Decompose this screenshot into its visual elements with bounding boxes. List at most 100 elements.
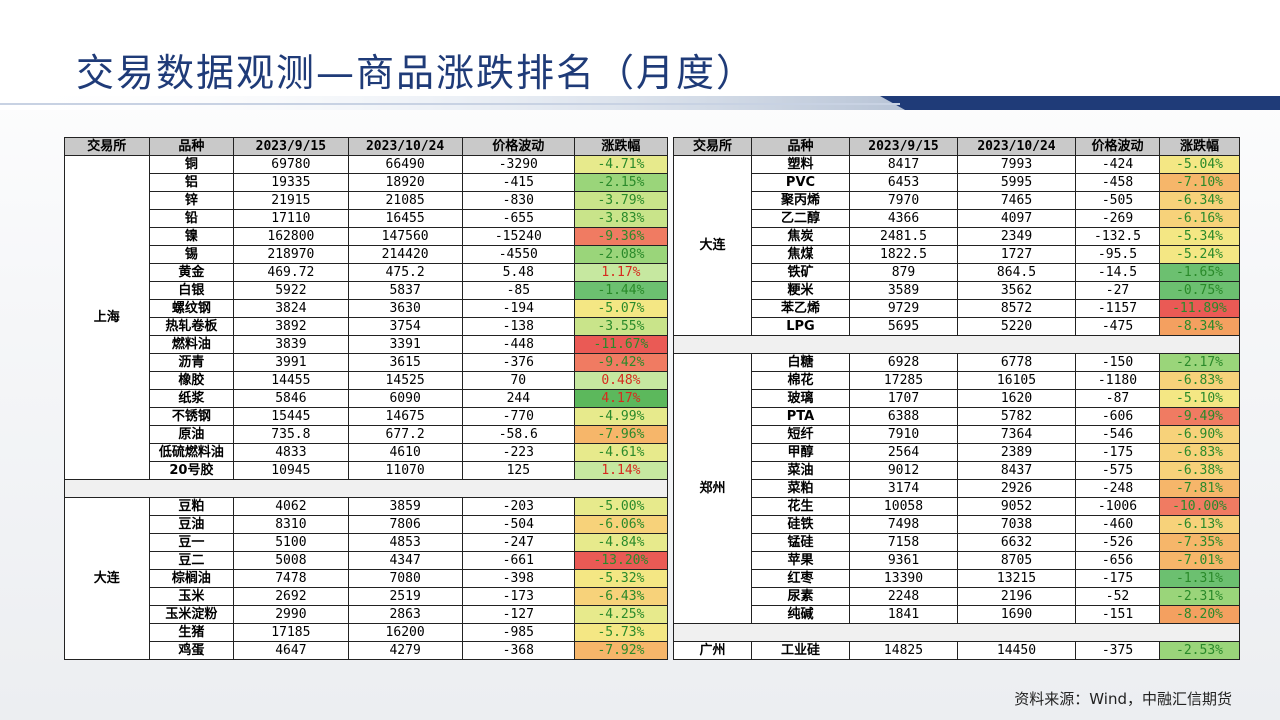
table-row: 棕榈油 7478 7080 -398 -5.32% [65,569,669,588]
end-price-cell: 9052 [957,497,1076,516]
price-change-cell: -15240 [461,227,575,246]
variety-cell: 锌 [148,191,235,210]
price-change-cell: -151 [1075,605,1160,624]
variety-cell: 沥青 [148,353,235,372]
variety-cell: 乙二醇 [751,209,850,228]
end-price-cell: 3754 [347,317,463,336]
price-change-cell: -52 [1075,587,1160,606]
table-row: PTA 6388 5782 -606 -9.49% [674,407,1240,426]
end-price-cell: 677.2 [347,425,463,444]
pct-change-cell: -4.71% [573,155,669,174]
pct-change-cell: -5.00% [573,497,669,516]
end-price-cell: 2196 [957,587,1076,606]
pct-change-cell: -9.36% [573,227,669,246]
price-change-cell: -223 [461,443,575,462]
price-change-cell: -1006 [1075,497,1160,516]
start-price-cell: 4647 [233,641,349,660]
end-price-cell: 6090 [347,389,463,408]
price-change-cell: -505 [1075,191,1160,210]
price-change-cell: -475 [1075,317,1160,336]
end-price-cell: 4853 [347,533,463,552]
price-change-cell: -132.5 [1075,227,1160,246]
end-price-cell: 3615 [347,353,463,372]
table-row: 菜油 9012 8437 -575 -6.38% [674,461,1240,480]
price-change-cell: -460 [1075,515,1160,534]
table-row: LPG 5695 5220 -475 -8.34% [674,317,1240,336]
pct-change-cell: -7.10% [1159,173,1240,192]
price-change-cell: -375 [1075,641,1160,660]
start-price-cell: 17285 [849,371,958,390]
header-variety: 品种 [148,137,235,156]
table-row: 铝 19335 18920 -415 -2.15% [65,173,669,192]
end-price-cell: 2349 [957,227,1076,246]
price-change-cell: -4550 [461,245,575,264]
pct-change-cell: 1.14% [573,461,669,480]
table-row: 焦炭 2481.5 2349 -132.5 -5.34% [674,227,1240,246]
table-header-row: 交易所 品种 2023/9/15 2023/10/24 价格波动 涨跌幅 [673,137,1240,156]
start-price-cell: 879 [849,263,958,282]
price-change-cell: -87 [1075,389,1160,408]
end-price-cell: 8572 [957,299,1076,318]
header-exchange: 交易所 [64,137,150,156]
pct-change-cell: -2.17% [1159,353,1240,372]
table-row: 低硫燃料油 4833 4610 -223 -4.61% [65,443,669,462]
pct-change-cell: -6.16% [1159,209,1240,228]
price-change-cell: -150 [1075,353,1160,372]
header-date-start: 2023/9/15 [233,137,349,156]
pct-change-cell: -7.96% [573,425,669,444]
end-price-cell: 5220 [957,317,1076,336]
price-change-cell: -770 [461,407,575,426]
exchange-cell: 广州 [673,641,752,660]
group-separator [673,623,1240,642]
end-price-cell: 864.5 [957,263,1076,282]
table-row: 郑州 白糖 6928 6778 -150 -2.17% [673,353,1240,624]
start-price-cell: 7970 [849,191,958,210]
price-change-cell: -504 [461,515,575,534]
variety-cell: 铜 [148,155,235,174]
table-row: 铅 17110 16455 -655 -3.83% [65,209,669,228]
price-change-cell: -14.5 [1075,263,1160,282]
end-price-cell: 7465 [957,191,1076,210]
start-price-cell: 3991 [233,353,349,372]
start-price-cell: 1822.5 [849,245,958,264]
table-row: 20号胶 10945 11070 125 1.14% [65,461,669,480]
price-change-cell: -248 [1075,479,1160,498]
end-price-cell: 1620 [957,389,1076,408]
table-row: 红枣 13390 13215 -175 -1.31% [674,569,1240,588]
end-price-cell: 1727 [957,245,1076,264]
price-change-cell: -1157 [1075,299,1160,318]
pct-change-cell: -2.53% [1159,641,1240,660]
header-date-end: 2023/10/24 [957,137,1076,156]
end-price-cell: 4097 [957,209,1076,228]
table-row: 玉米 2692 2519 -173 -6.43% [65,587,669,606]
table-row: 豆油 8310 7806 -504 -6.06% [65,515,669,534]
pct-change-cell: 4.17% [573,389,669,408]
group-separator-row [64,479,668,498]
variety-cell: 黄金 [148,263,235,282]
start-price-cell: 8310 [233,515,349,534]
start-price-cell: 7478 [233,569,349,588]
group-separator [64,479,668,498]
price-change-cell: -526 [1075,533,1160,552]
start-price-cell: 9729 [849,299,958,318]
price-change-cell: -58.6 [461,425,575,444]
pct-change-cell: -4.25% [573,605,669,624]
variety-cell: 红枣 [751,569,850,588]
start-price-cell: 3824 [233,299,349,318]
start-price-cell: 6388 [849,407,958,426]
pct-change-cell: -5.24% [1159,245,1240,264]
table-row: 大连 塑料 8417 7993 -424 -5.04% [673,155,1240,336]
pct-change-cell: -0.75% [1159,281,1240,300]
pct-change-cell: -1.65% [1159,263,1240,282]
start-price-cell: 1707 [849,389,958,408]
price-change-cell: -138 [461,317,575,336]
table-row: 鸡蛋 4647 4279 -368 -7.92% [65,641,669,660]
price-change-cell: -458 [1075,173,1160,192]
pct-change-cell: -6.83% [1159,443,1240,462]
pct-change-cell: -6.13% [1159,515,1240,534]
start-price-cell: 10058 [849,497,958,516]
table-row: 粳米 3589 3562 -27 -0.75% [674,281,1240,300]
end-price-cell: 14675 [347,407,463,426]
pct-change-cell: -3.83% [573,209,669,228]
pct-change-cell: -6.43% [573,587,669,606]
